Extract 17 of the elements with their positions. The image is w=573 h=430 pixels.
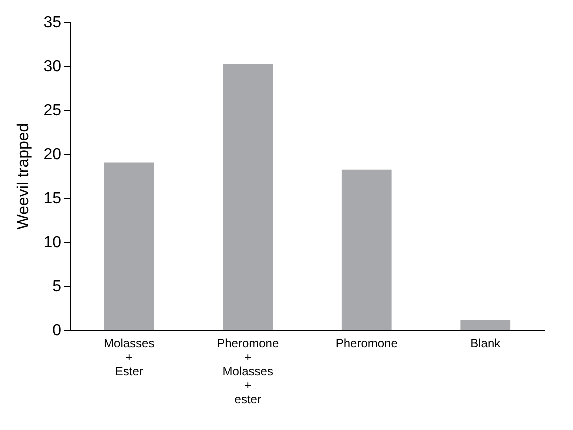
y-tick-label: 20 [44, 146, 62, 164]
y-axis-title: Weevil trapped [16, 123, 33, 230]
y-tick-label: 15 [44, 190, 62, 208]
bar [342, 170, 392, 330]
y-tick-label: 0 [52, 322, 62, 340]
y-tick-label: 5 [52, 278, 62, 296]
bar [223, 64, 274, 330]
y-tick-label: 30 [44, 58, 62, 76]
x-tick-label: Molasses + Ester [104, 336, 155, 378]
y-tick-label: 10 [44, 234, 62, 252]
x-tick-label: Blank [470, 336, 502, 350]
y-tick-label: 35 [44, 14, 62, 32]
x-tick-label: Pheromone + Molasses + ester [217, 336, 280, 406]
x-tick-label: Pheromone [336, 336, 398, 350]
bar [460, 320, 511, 330]
bar [104, 162, 154, 330]
y-tick-label: 25 [44, 102, 62, 120]
